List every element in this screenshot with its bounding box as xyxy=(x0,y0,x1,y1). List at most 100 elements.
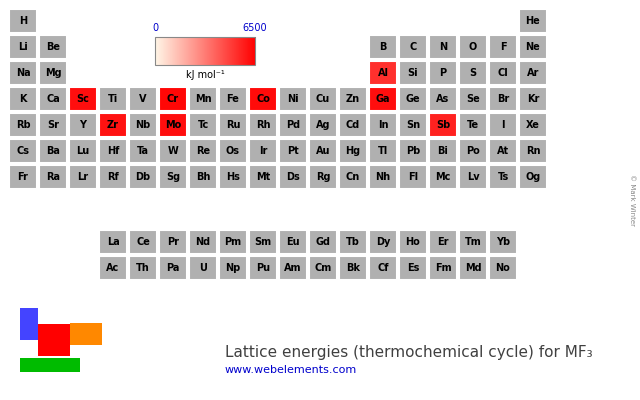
Bar xyxy=(171,37,173,65)
FancyBboxPatch shape xyxy=(369,165,397,189)
FancyBboxPatch shape xyxy=(189,230,217,254)
Text: Ti: Ti xyxy=(108,94,118,104)
Text: Pa: Pa xyxy=(166,263,180,273)
Text: Au: Au xyxy=(316,146,330,156)
FancyBboxPatch shape xyxy=(249,139,277,163)
Bar xyxy=(186,37,188,65)
FancyBboxPatch shape xyxy=(339,256,367,280)
Text: Ts: Ts xyxy=(497,172,509,182)
FancyBboxPatch shape xyxy=(519,9,547,33)
Text: Es: Es xyxy=(407,263,419,273)
Text: P: P xyxy=(440,68,447,78)
Bar xyxy=(161,37,163,65)
FancyBboxPatch shape xyxy=(429,230,457,254)
Bar xyxy=(190,37,191,65)
Bar xyxy=(212,37,214,65)
FancyBboxPatch shape xyxy=(459,113,487,137)
FancyBboxPatch shape xyxy=(399,61,427,85)
Bar xyxy=(249,37,250,65)
Text: 6500: 6500 xyxy=(243,23,268,33)
Bar xyxy=(250,37,252,65)
FancyBboxPatch shape xyxy=(399,139,427,163)
FancyBboxPatch shape xyxy=(519,113,547,137)
FancyBboxPatch shape xyxy=(69,113,97,137)
Text: Ca: Ca xyxy=(46,94,60,104)
Text: Ga: Ga xyxy=(376,94,390,104)
FancyBboxPatch shape xyxy=(399,165,427,189)
Text: Sc: Sc xyxy=(77,94,90,104)
Text: Tc: Tc xyxy=(197,120,209,130)
Bar xyxy=(172,37,173,65)
Bar xyxy=(251,37,253,65)
FancyBboxPatch shape xyxy=(39,139,67,163)
FancyBboxPatch shape xyxy=(399,230,427,254)
Bar xyxy=(170,37,172,65)
FancyBboxPatch shape xyxy=(339,165,367,189)
Bar xyxy=(175,37,177,65)
Text: Lattice energies (thermochemical cycle) for MF₃: Lattice energies (thermochemical cycle) … xyxy=(225,344,593,360)
FancyBboxPatch shape xyxy=(459,165,487,189)
FancyBboxPatch shape xyxy=(489,256,517,280)
FancyBboxPatch shape xyxy=(489,113,517,137)
Bar xyxy=(221,37,223,65)
Bar xyxy=(214,37,216,65)
Bar xyxy=(164,37,166,65)
FancyBboxPatch shape xyxy=(459,87,487,111)
Bar xyxy=(156,37,157,65)
Bar xyxy=(203,37,205,65)
Bar xyxy=(167,37,168,65)
Bar xyxy=(155,37,255,65)
Text: Am: Am xyxy=(284,263,301,273)
FancyBboxPatch shape xyxy=(129,230,157,254)
Text: Ds: Ds xyxy=(286,172,300,182)
Bar xyxy=(215,37,216,65)
Text: Ag: Ag xyxy=(316,120,330,130)
Bar xyxy=(158,37,159,65)
FancyBboxPatch shape xyxy=(99,87,127,111)
Text: Ru: Ru xyxy=(226,120,240,130)
Text: Si: Si xyxy=(408,68,419,78)
Text: U: U xyxy=(199,263,207,273)
FancyBboxPatch shape xyxy=(369,113,397,137)
Bar xyxy=(223,37,225,65)
Bar xyxy=(193,37,195,65)
FancyBboxPatch shape xyxy=(159,113,187,137)
FancyBboxPatch shape xyxy=(189,256,217,280)
Text: Pm: Pm xyxy=(225,237,241,247)
Bar xyxy=(235,37,237,65)
Text: Bh: Bh xyxy=(196,172,210,182)
Bar xyxy=(198,37,200,65)
Text: Co: Co xyxy=(256,94,270,104)
FancyBboxPatch shape xyxy=(369,61,397,85)
FancyBboxPatch shape xyxy=(459,61,487,85)
Bar xyxy=(181,37,182,65)
Bar xyxy=(218,37,220,65)
FancyBboxPatch shape xyxy=(9,113,37,137)
Bar xyxy=(165,37,166,65)
FancyBboxPatch shape xyxy=(69,139,97,163)
FancyBboxPatch shape xyxy=(309,165,337,189)
Bar xyxy=(20,308,38,340)
Bar xyxy=(191,37,193,65)
FancyBboxPatch shape xyxy=(9,139,37,163)
Text: Hf: Hf xyxy=(107,146,119,156)
Text: C: C xyxy=(410,42,417,52)
FancyBboxPatch shape xyxy=(519,87,547,111)
FancyBboxPatch shape xyxy=(429,256,457,280)
Bar xyxy=(252,37,253,65)
Text: © Mark Winter: © Mark Winter xyxy=(629,174,635,226)
FancyBboxPatch shape xyxy=(429,35,457,59)
FancyBboxPatch shape xyxy=(249,165,277,189)
Bar xyxy=(188,37,189,65)
FancyBboxPatch shape xyxy=(339,230,367,254)
FancyBboxPatch shape xyxy=(39,165,67,189)
Bar xyxy=(245,37,246,65)
Text: N: N xyxy=(439,42,447,52)
Text: Fl: Fl xyxy=(408,172,418,182)
Text: Cm: Cm xyxy=(314,263,332,273)
Text: I: I xyxy=(501,120,505,130)
FancyBboxPatch shape xyxy=(219,87,247,111)
Text: He: He xyxy=(525,16,540,26)
Bar xyxy=(244,37,246,65)
Text: Cu: Cu xyxy=(316,94,330,104)
